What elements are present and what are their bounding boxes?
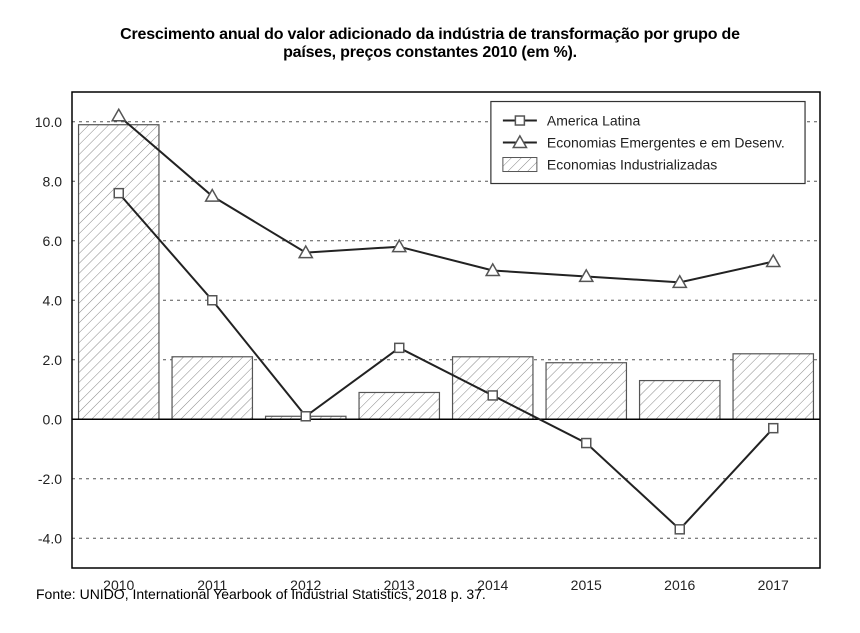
y-tick-label: -4.0	[38, 530, 62, 546]
source-note: Fonte: UNIDO, International Yearbook of …	[36, 586, 486, 602]
marker-square	[769, 424, 778, 433]
y-tick-label: 2.0	[43, 352, 63, 368]
chart-svg: -4.0-2.00.02.04.06.08.010.02010201120122…	[72, 92, 820, 568]
legend-label: Economias Emergentes e em Desenv.	[547, 135, 785, 151]
marker-square	[395, 343, 404, 352]
legend-label: Economias Industrializadas	[547, 157, 717, 173]
bar	[733, 354, 813, 419]
y-tick-label: 8.0	[43, 173, 63, 189]
marker-square	[208, 296, 217, 305]
chart-title-line1: Crescimento anual do valor adicionado da…	[120, 26, 740, 43]
marker-square	[488, 391, 497, 400]
x-tick-label: 2016	[664, 577, 695, 593]
marker-square	[301, 412, 310, 421]
y-tick-label: 0.0	[43, 411, 63, 427]
y-tick-label: 6.0	[43, 233, 63, 249]
bar	[172, 357, 252, 419]
x-tick-label: 2015	[571, 577, 602, 593]
y-tick-label: 10.0	[35, 114, 62, 130]
marker-square	[675, 525, 684, 534]
bar	[359, 392, 439, 419]
legend: America Latina Economias Emergentes e em …	[491, 102, 805, 184]
gridlines	[72, 122, 820, 539]
marker-triangle	[112, 109, 125, 121]
chart-area: -4.0-2.00.02.04.06.08.010.02010201120122…	[72, 92, 820, 568]
bar	[79, 125, 159, 420]
page: Crescimento anual do valor adicionado da…	[0, 0, 860, 633]
chart-title: Crescimento anual do valor adicionado da…	[60, 26, 800, 62]
marker-square	[114, 189, 123, 198]
y-tick-label: -2.0	[38, 471, 62, 487]
marker-triangle	[767, 255, 780, 267]
marker-square	[515, 116, 524, 125]
legend-label: America Latina	[547, 113, 641, 129]
marker-square	[582, 439, 591, 448]
bar	[546, 363, 626, 420]
y-tick-label: 4.0	[43, 292, 63, 308]
marker-triangle	[393, 240, 406, 252]
chart-title-line2: países, preços constantes 2010 (em %).	[283, 44, 577, 61]
x-tick-label: 2017	[758, 577, 789, 593]
bar	[640, 381, 720, 420]
